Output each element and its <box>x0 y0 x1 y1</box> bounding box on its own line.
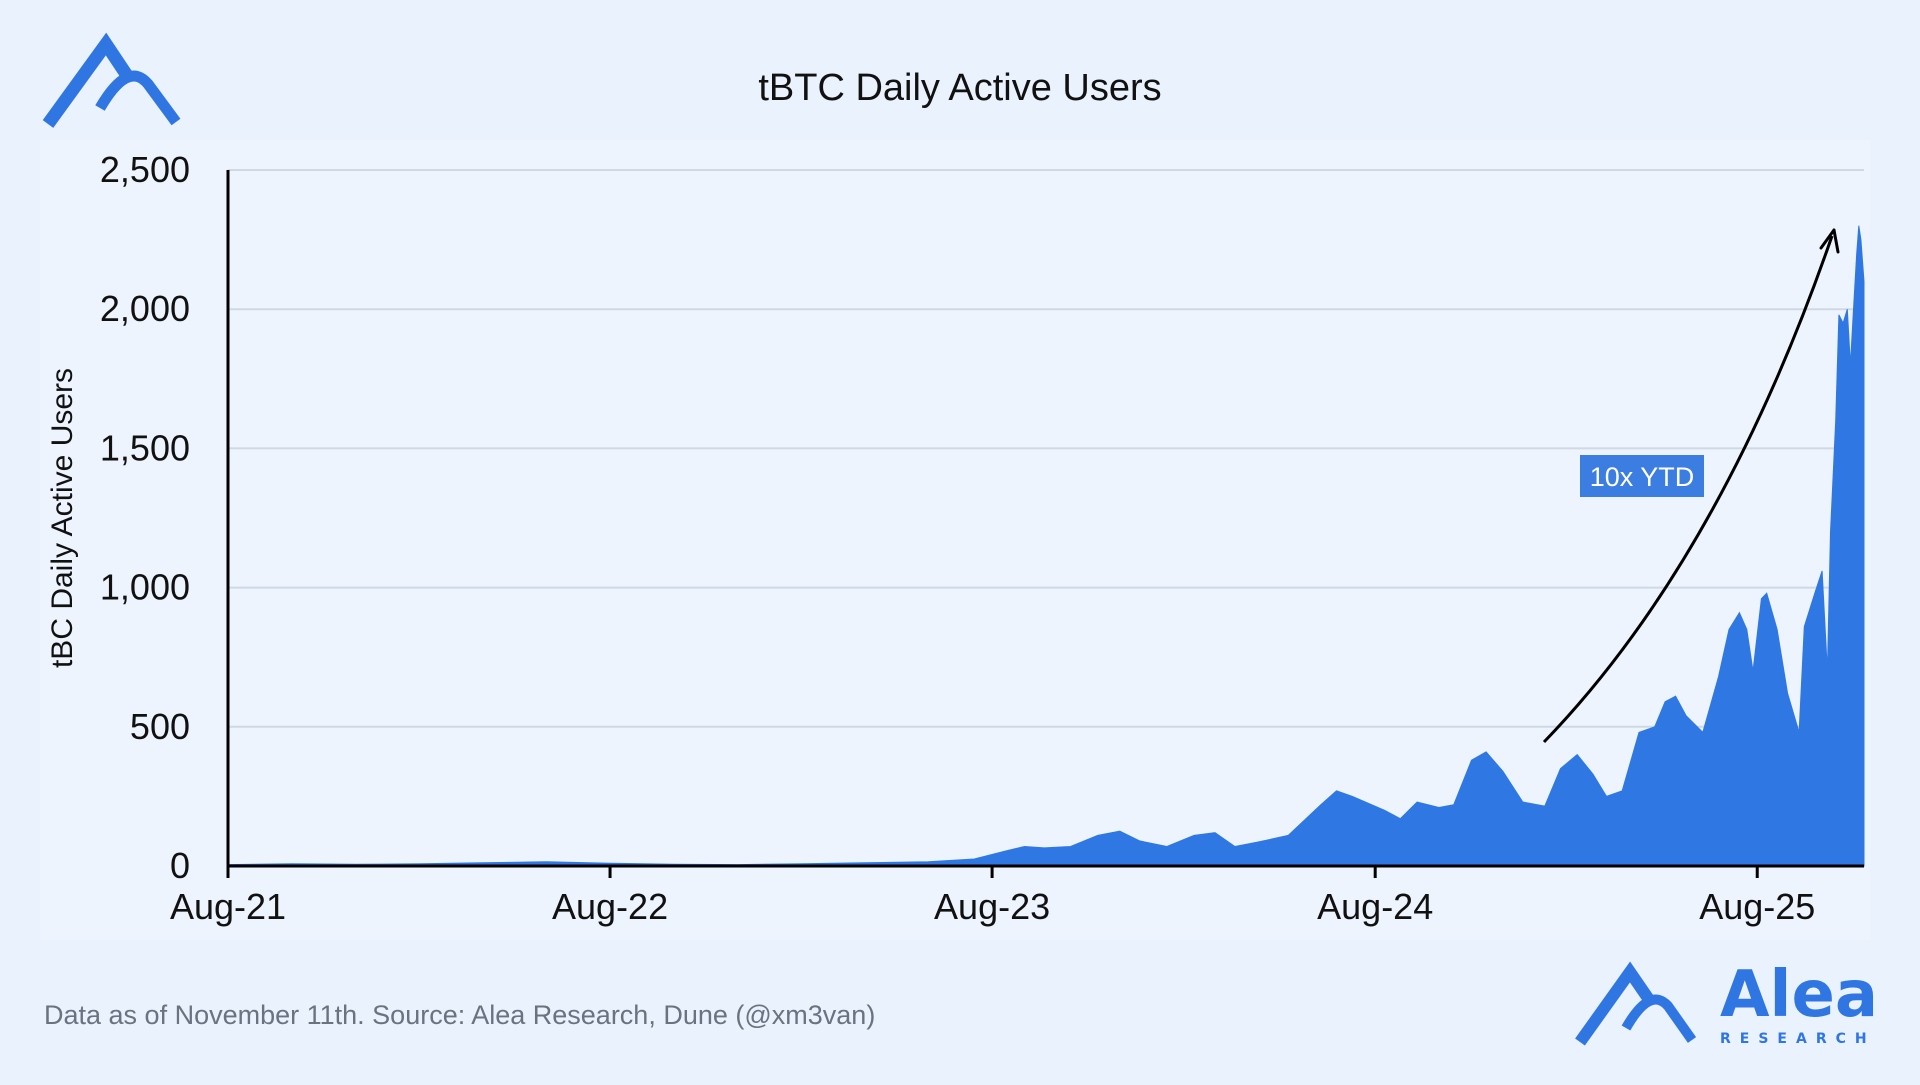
area-fill <box>227 225 1865 867</box>
brand-tagline: RESEARCH <box>1720 1031 1876 1047</box>
x-tick-label: Aug-21 <box>170 886 286 927</box>
y-tick-label: 2,500 <box>100 149 190 190</box>
annotation-label: 10x YTD <box>1590 462 1695 492</box>
x-tick-labels: Aug-21 Aug-22 Aug-23 Aug-24 Aug-25 <box>170 866 1815 927</box>
source-note: Data as of November 11th. Source: Alea R… <box>44 1000 875 1030</box>
chart-title: tBTC Daily Active Users <box>758 67 1161 109</box>
x-tick-label: Aug-23 <box>934 886 1050 927</box>
annotation-box <box>1580 455 1704 497</box>
y-tick-label: 500 <box>130 706 190 747</box>
y-tick-label: 0 <box>170 845 190 886</box>
y-tick-label: 2,000 <box>100 288 190 329</box>
growth-arrow-icon <box>1542 228 1840 744</box>
grid-lines <box>228 169 1864 728</box>
alea-brand-logo-icon <box>1575 961 1697 1046</box>
brand-name: Alea <box>1720 958 1878 1032</box>
x-tick-label: Aug-22 <box>552 886 668 927</box>
y-tick-label: 1,500 <box>100 427 190 468</box>
x-tick-label: Aug-24 <box>1317 886 1433 927</box>
y-axis-title: tBC Daily Active Users <box>46 368 79 668</box>
alea-logo-icon <box>42 32 181 128</box>
y-tick-label: 1,000 <box>100 567 190 608</box>
x-tick-label: Aug-25 <box>1699 886 1815 927</box>
y-tick-labels: 0 500 1,000 1,500 2,000 2,500 <box>100 149 190 886</box>
axes <box>226 170 1864 868</box>
area-series <box>227 225 1865 867</box>
